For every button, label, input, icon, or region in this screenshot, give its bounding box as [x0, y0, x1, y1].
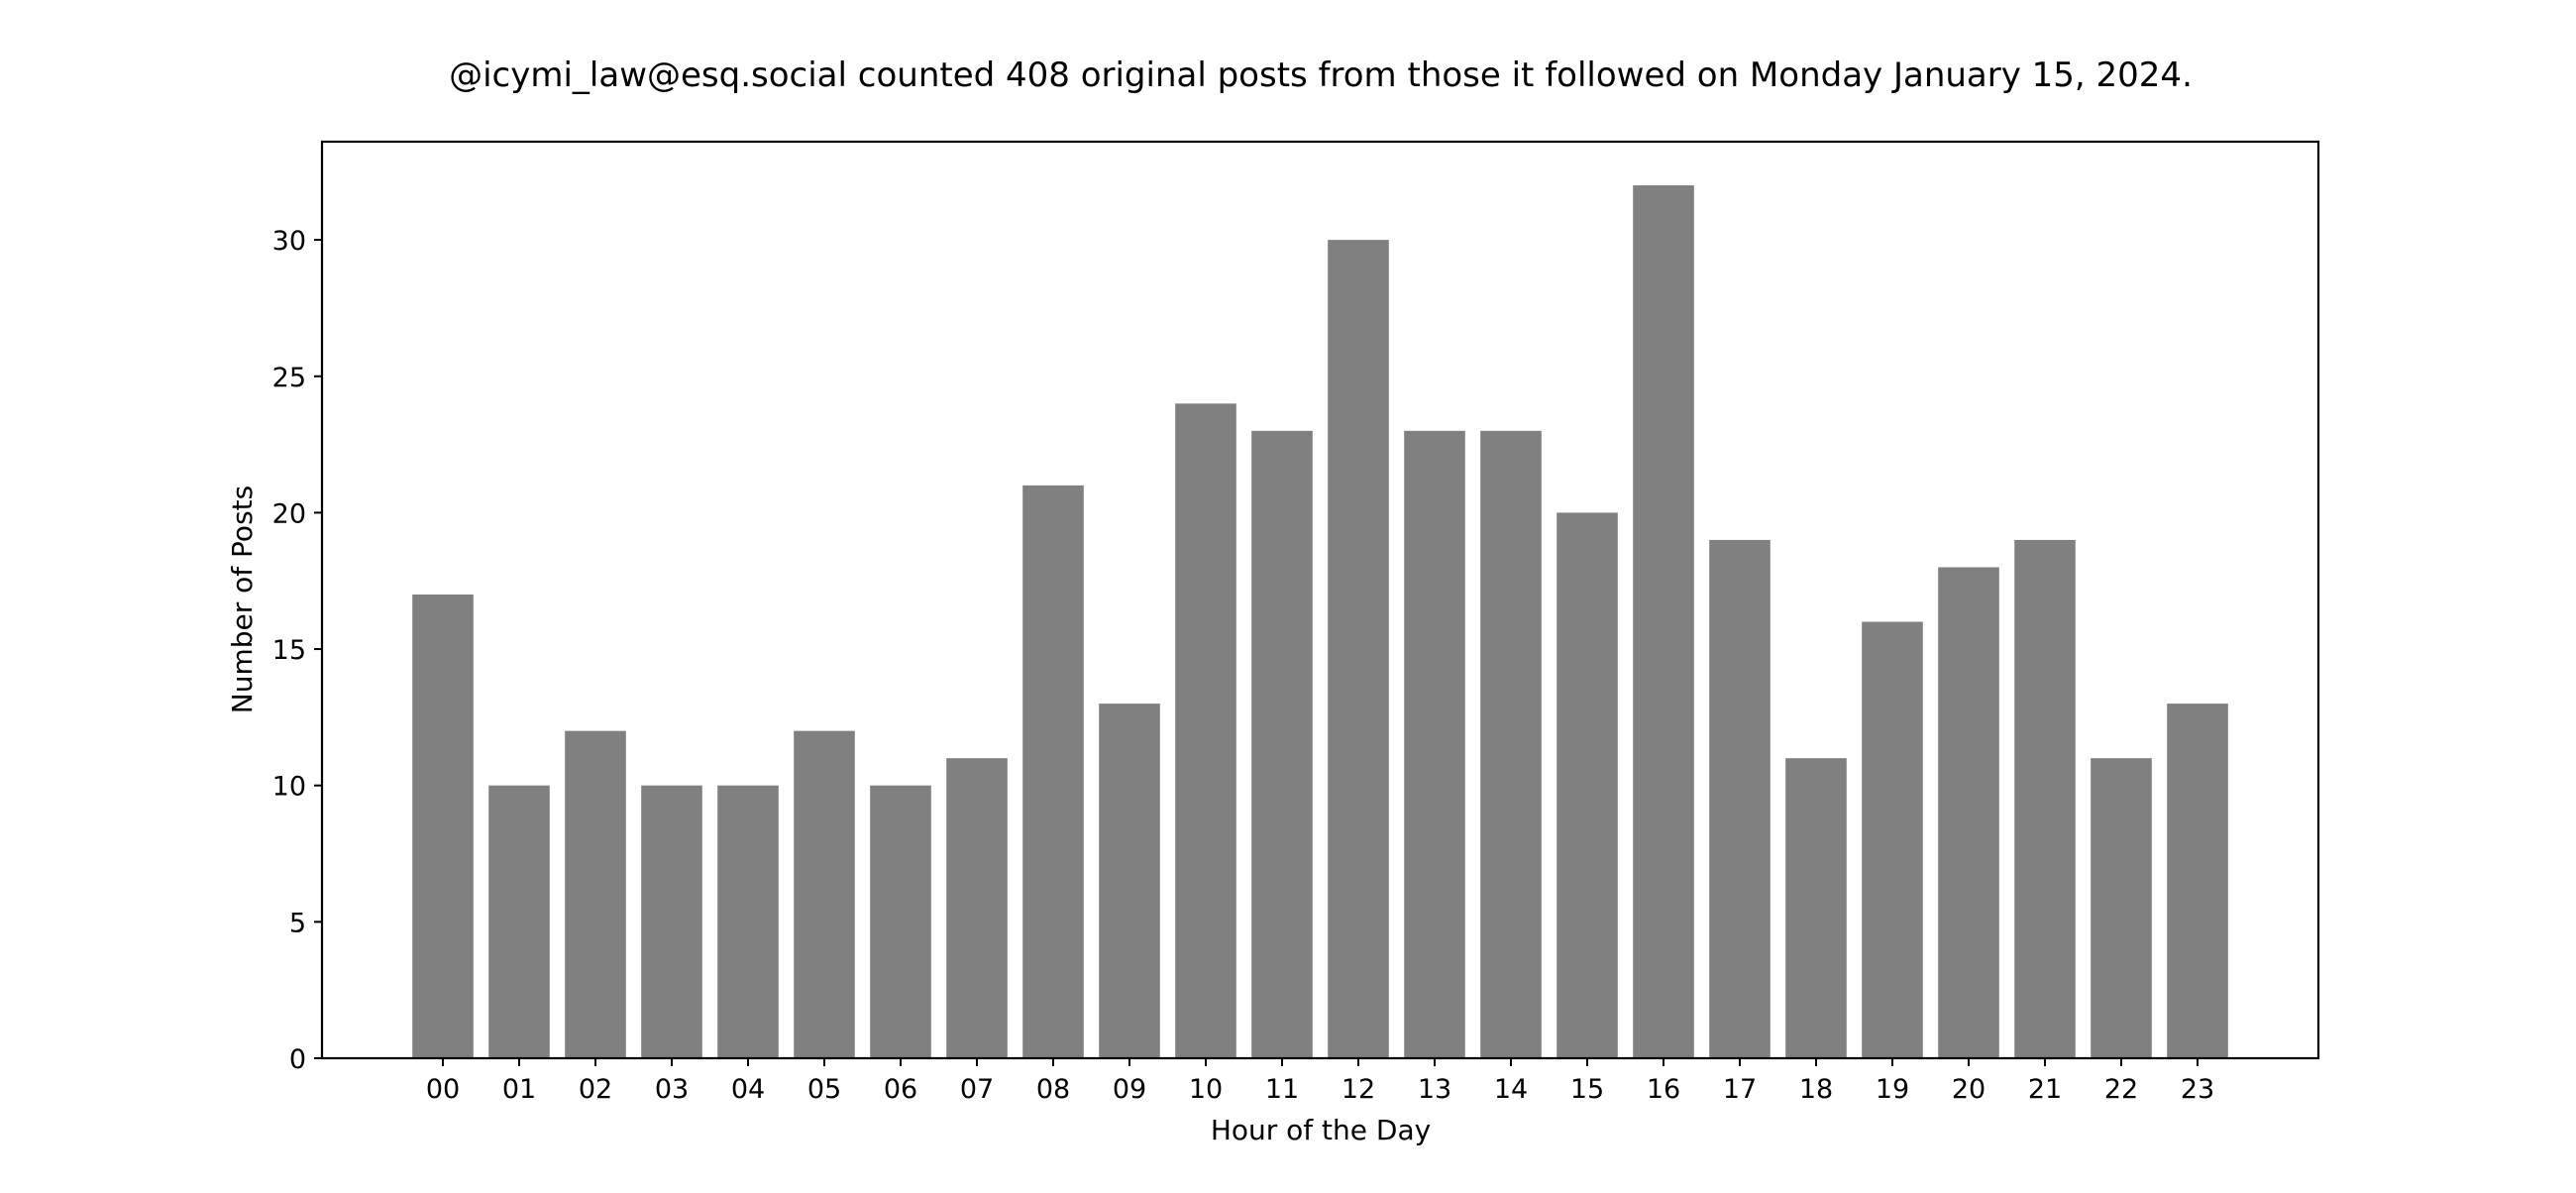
x-tick-label: 14	[1494, 1074, 1528, 1105]
bar-hour-16	[1633, 185, 1694, 1059]
x-tick-label: 20	[1952, 1074, 1986, 1105]
y-tick-label: 0	[289, 1044, 306, 1075]
y-tick-label: 5	[289, 908, 306, 938]
bar-hour-11	[1251, 430, 1313, 1058]
bar-hour-10	[1175, 403, 1236, 1058]
bar-hour-03	[641, 785, 702, 1058]
bar-hour-23	[2167, 704, 2228, 1058]
x-tick-label: 12	[1342, 1074, 1375, 1105]
y-tick-label: 20	[272, 498, 306, 529]
bar-hour-22	[2091, 758, 2152, 1058]
bar-hour-05	[794, 730, 855, 1058]
x-tick-label: 01	[502, 1074, 536, 1105]
x-tick-label: 19	[1876, 1074, 1909, 1105]
x-tick-label: 17	[1723, 1074, 1757, 1105]
y-tick-label: 15	[272, 635, 306, 666]
bar-hour-15	[1556, 512, 1618, 1058]
bar-hour-18	[1785, 758, 1847, 1058]
bar-hour-13	[1404, 430, 1465, 1058]
bar-hour-14	[1480, 430, 1542, 1058]
y-axis-ticks: 0 5 10 15 20 25 30	[272, 226, 322, 1075]
y-tick-label: 25	[272, 363, 306, 393]
bar-hour-08	[1022, 485, 1084, 1059]
x-tick-label: 10	[1189, 1074, 1223, 1105]
x-tick-label: 05	[807, 1074, 841, 1105]
chart-title: @icymi_law@esq.social counted 408 origin…	[449, 55, 2193, 95]
bar-hour-17	[1709, 539, 1771, 1058]
x-tick-label: 08	[1036, 1074, 1070, 1105]
bar-hour-19	[1862, 621, 1923, 1058]
x-tick-label: 23	[2181, 1074, 2214, 1105]
bar-hour-20	[1938, 567, 1999, 1058]
x-tick-label: 18	[1799, 1074, 1833, 1105]
x-tick-label: 04	[731, 1074, 765, 1105]
x-axis-label: Hour of the Day	[1211, 1114, 1431, 1146]
x-tick-label: 06	[884, 1074, 917, 1105]
x-tick-label: 02	[579, 1074, 612, 1105]
bar-hour-02	[565, 730, 626, 1058]
x-tick-label: 11	[1265, 1074, 1299, 1105]
bar-hour-09	[1099, 704, 1160, 1058]
bar-hour-06	[870, 785, 931, 1058]
x-tick-label: 07	[960, 1074, 994, 1105]
x-tick-label: 21	[2028, 1074, 2062, 1105]
x-tick-label: 15	[1570, 1074, 1604, 1105]
bar-hour-01	[488, 785, 550, 1058]
bar-hour-21	[2014, 539, 2076, 1058]
x-tick-label: 16	[1647, 1074, 1680, 1105]
x-tick-label: 03	[655, 1074, 689, 1105]
plot-frame	[320, 140, 2320, 1060]
bar-hour-12	[1328, 240, 1389, 1059]
bar-hour-07	[946, 758, 1008, 1058]
x-tick-label: 09	[1113, 1074, 1146, 1105]
x-tick-label: 00	[426, 1074, 460, 1105]
bar-hour-04	[717, 785, 779, 1058]
y-tick-label: 10	[272, 772, 306, 803]
y-axis-label: Number of Posts	[226, 486, 259, 713]
bar-hour-00	[412, 594, 474, 1058]
y-tick-label: 30	[272, 226, 306, 257]
x-tick-label: 13	[1418, 1074, 1451, 1105]
x-axis-ticks: 00 01 02 03 04 05 06 07 08 09 10 11 12 13 14 15 16 17 18 19…	[426, 1058, 2214, 1105]
x-tick-label: 22	[2104, 1074, 2138, 1105]
bars-group	[412, 185, 2228, 1059]
